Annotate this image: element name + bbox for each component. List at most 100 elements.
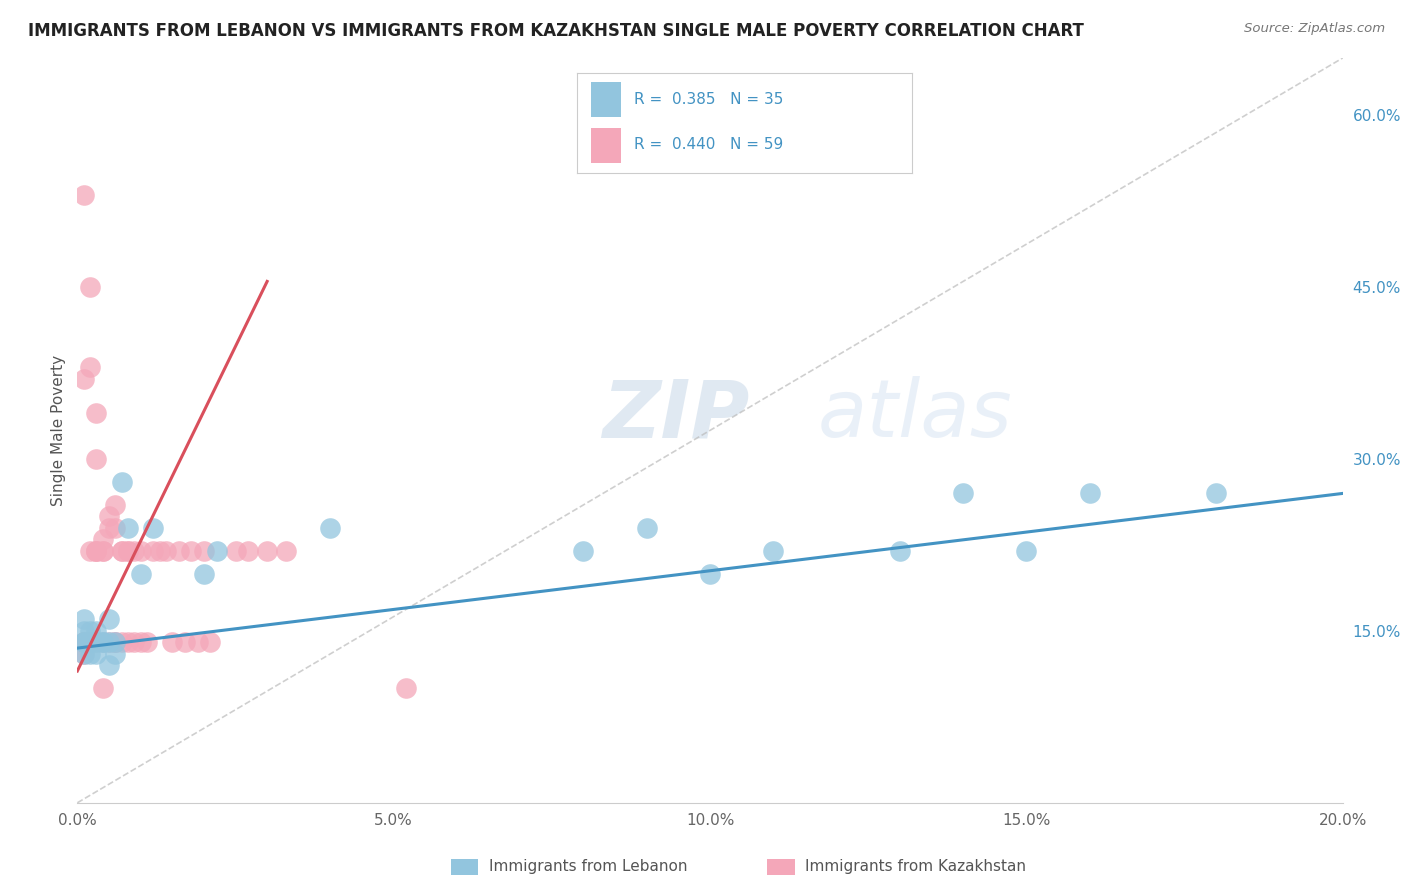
Point bbox=[73, 612, 96, 626]
Point bbox=[98, 521, 120, 535]
Point bbox=[79, 635, 101, 649]
Text: Immigrants from Kazakhstan: Immigrants from Kazakhstan bbox=[806, 859, 1026, 873]
Point bbox=[86, 543, 108, 558]
Point bbox=[319, 521, 342, 535]
Point bbox=[1078, 486, 1101, 500]
Point bbox=[104, 647, 127, 661]
Point bbox=[1205, 486, 1227, 500]
FancyBboxPatch shape bbox=[450, 859, 478, 875]
Y-axis label: Single Male Poverty: Single Male Poverty bbox=[51, 355, 66, 506]
Point bbox=[117, 543, 139, 558]
Point bbox=[174, 635, 197, 649]
Point bbox=[79, 647, 101, 661]
Text: ZIP: ZIP bbox=[603, 376, 749, 455]
Point bbox=[91, 681, 114, 696]
Point bbox=[155, 543, 177, 558]
Text: IMMIGRANTS FROM LEBANON VS IMMIGRANTS FROM KAZAKHSTAN SINGLE MALE POVERTY CORREL: IMMIGRANTS FROM LEBANON VS IMMIGRANTS FR… bbox=[28, 22, 1084, 40]
Point bbox=[79, 635, 101, 649]
Text: Source: ZipAtlas.com: Source: ZipAtlas.com bbox=[1244, 22, 1385, 36]
Point bbox=[111, 475, 132, 489]
Point bbox=[73, 647, 96, 661]
Point bbox=[79, 360, 101, 375]
Point bbox=[79, 624, 101, 638]
Point bbox=[104, 635, 127, 649]
Point bbox=[117, 543, 139, 558]
Point bbox=[86, 647, 108, 661]
Point bbox=[79, 635, 101, 649]
Text: atlas: atlas bbox=[818, 376, 1012, 455]
Point bbox=[699, 566, 721, 581]
Point bbox=[73, 635, 96, 649]
Point bbox=[79, 635, 101, 649]
Point bbox=[91, 635, 114, 649]
Text: Immigrants from Lebanon: Immigrants from Lebanon bbox=[489, 859, 688, 873]
Point bbox=[73, 624, 96, 638]
Point bbox=[79, 280, 101, 294]
Point bbox=[129, 543, 152, 558]
Point bbox=[86, 635, 108, 649]
Point bbox=[149, 543, 172, 558]
Point bbox=[395, 681, 418, 696]
Point bbox=[129, 635, 152, 649]
Point bbox=[111, 543, 132, 558]
Point bbox=[162, 635, 183, 649]
FancyBboxPatch shape bbox=[768, 859, 794, 875]
Point bbox=[104, 498, 127, 512]
Point bbox=[86, 406, 108, 420]
Point bbox=[111, 635, 132, 649]
Point bbox=[91, 533, 114, 547]
Point bbox=[205, 543, 228, 558]
Point bbox=[86, 543, 108, 558]
Point bbox=[73, 635, 96, 649]
Point bbox=[91, 635, 114, 649]
Point bbox=[86, 635, 108, 649]
Point bbox=[79, 543, 101, 558]
Point bbox=[762, 543, 785, 558]
Point bbox=[889, 543, 911, 558]
Point bbox=[98, 509, 120, 524]
Point bbox=[104, 635, 127, 649]
Point bbox=[236, 543, 259, 558]
Point bbox=[193, 543, 215, 558]
Point bbox=[129, 566, 152, 581]
Point bbox=[86, 624, 108, 638]
Point bbox=[104, 521, 127, 535]
Point bbox=[1015, 543, 1038, 558]
Point bbox=[73, 635, 96, 649]
Point bbox=[274, 543, 298, 558]
Point bbox=[86, 543, 108, 558]
Point bbox=[186, 635, 209, 649]
Point bbox=[200, 635, 222, 649]
Point bbox=[79, 635, 101, 649]
Point bbox=[111, 543, 132, 558]
Point bbox=[73, 635, 96, 649]
Point bbox=[91, 635, 114, 649]
Point bbox=[91, 543, 114, 558]
Point bbox=[135, 635, 157, 649]
Point bbox=[180, 543, 202, 558]
Point bbox=[117, 635, 139, 649]
Point bbox=[73, 635, 96, 649]
Point bbox=[91, 543, 114, 558]
Point bbox=[73, 647, 96, 661]
Point bbox=[104, 635, 127, 649]
Point bbox=[572, 543, 595, 558]
Point bbox=[86, 452, 108, 467]
Point bbox=[193, 566, 215, 581]
Point bbox=[98, 635, 120, 649]
Point bbox=[142, 521, 165, 535]
Point bbox=[98, 612, 120, 626]
Point bbox=[73, 635, 96, 649]
Point bbox=[98, 658, 120, 673]
Point bbox=[73, 635, 96, 649]
Point bbox=[225, 543, 247, 558]
Point bbox=[636, 521, 658, 535]
Point bbox=[79, 635, 101, 649]
Point bbox=[167, 543, 190, 558]
Point bbox=[73, 372, 96, 386]
Point bbox=[124, 635, 146, 649]
Point bbox=[117, 521, 139, 535]
Point bbox=[98, 635, 120, 649]
Point bbox=[124, 543, 146, 558]
Point bbox=[952, 486, 974, 500]
